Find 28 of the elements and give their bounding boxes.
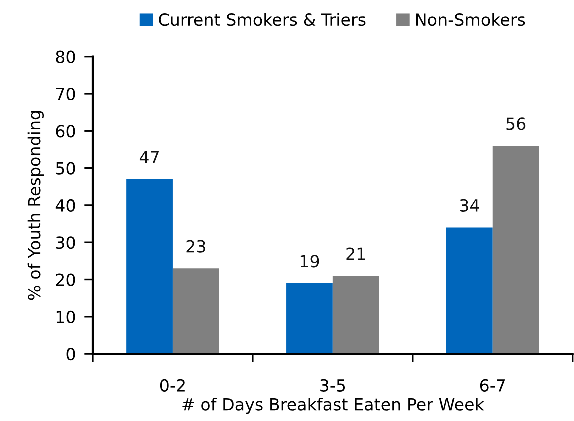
bar xyxy=(126,179,173,354)
y-tick-label: 0 xyxy=(66,348,76,361)
bar xyxy=(446,228,493,354)
x-tick-label: 6-7 xyxy=(480,379,506,392)
bar xyxy=(492,146,540,354)
data-label: 21 xyxy=(346,248,366,260)
y-tick-label: 50 xyxy=(56,162,76,175)
data-label: 56 xyxy=(506,118,526,130)
x-axis-title: # of Days Breakfast Eaten Per Week xyxy=(182,398,484,414)
data-label: 34 xyxy=(460,199,480,212)
y-tick-label: 60 xyxy=(56,125,76,138)
y-tick-label: 10 xyxy=(56,310,76,324)
y-tick-label: 70 xyxy=(56,88,76,101)
y-tick-label: 80 xyxy=(56,50,76,64)
x-tick-label: 3-5 xyxy=(320,379,346,392)
legend-label: Non-Smokers xyxy=(416,13,526,26)
y-tick-label: 30 xyxy=(56,236,76,250)
x-tick-label: 0-2 xyxy=(160,379,185,392)
bar xyxy=(286,283,333,354)
data-label: 23 xyxy=(186,240,206,253)
y-tick-label: 20 xyxy=(56,274,76,286)
legend-label: Current Smokers & Triers xyxy=(159,13,366,26)
data-label: 47 xyxy=(140,151,159,164)
y-axis-title: % of Youth Responding xyxy=(28,111,44,300)
bar xyxy=(332,276,380,354)
data-label: 19 xyxy=(300,255,320,268)
bar xyxy=(172,268,220,354)
y-tick-label: 40 xyxy=(56,199,76,212)
